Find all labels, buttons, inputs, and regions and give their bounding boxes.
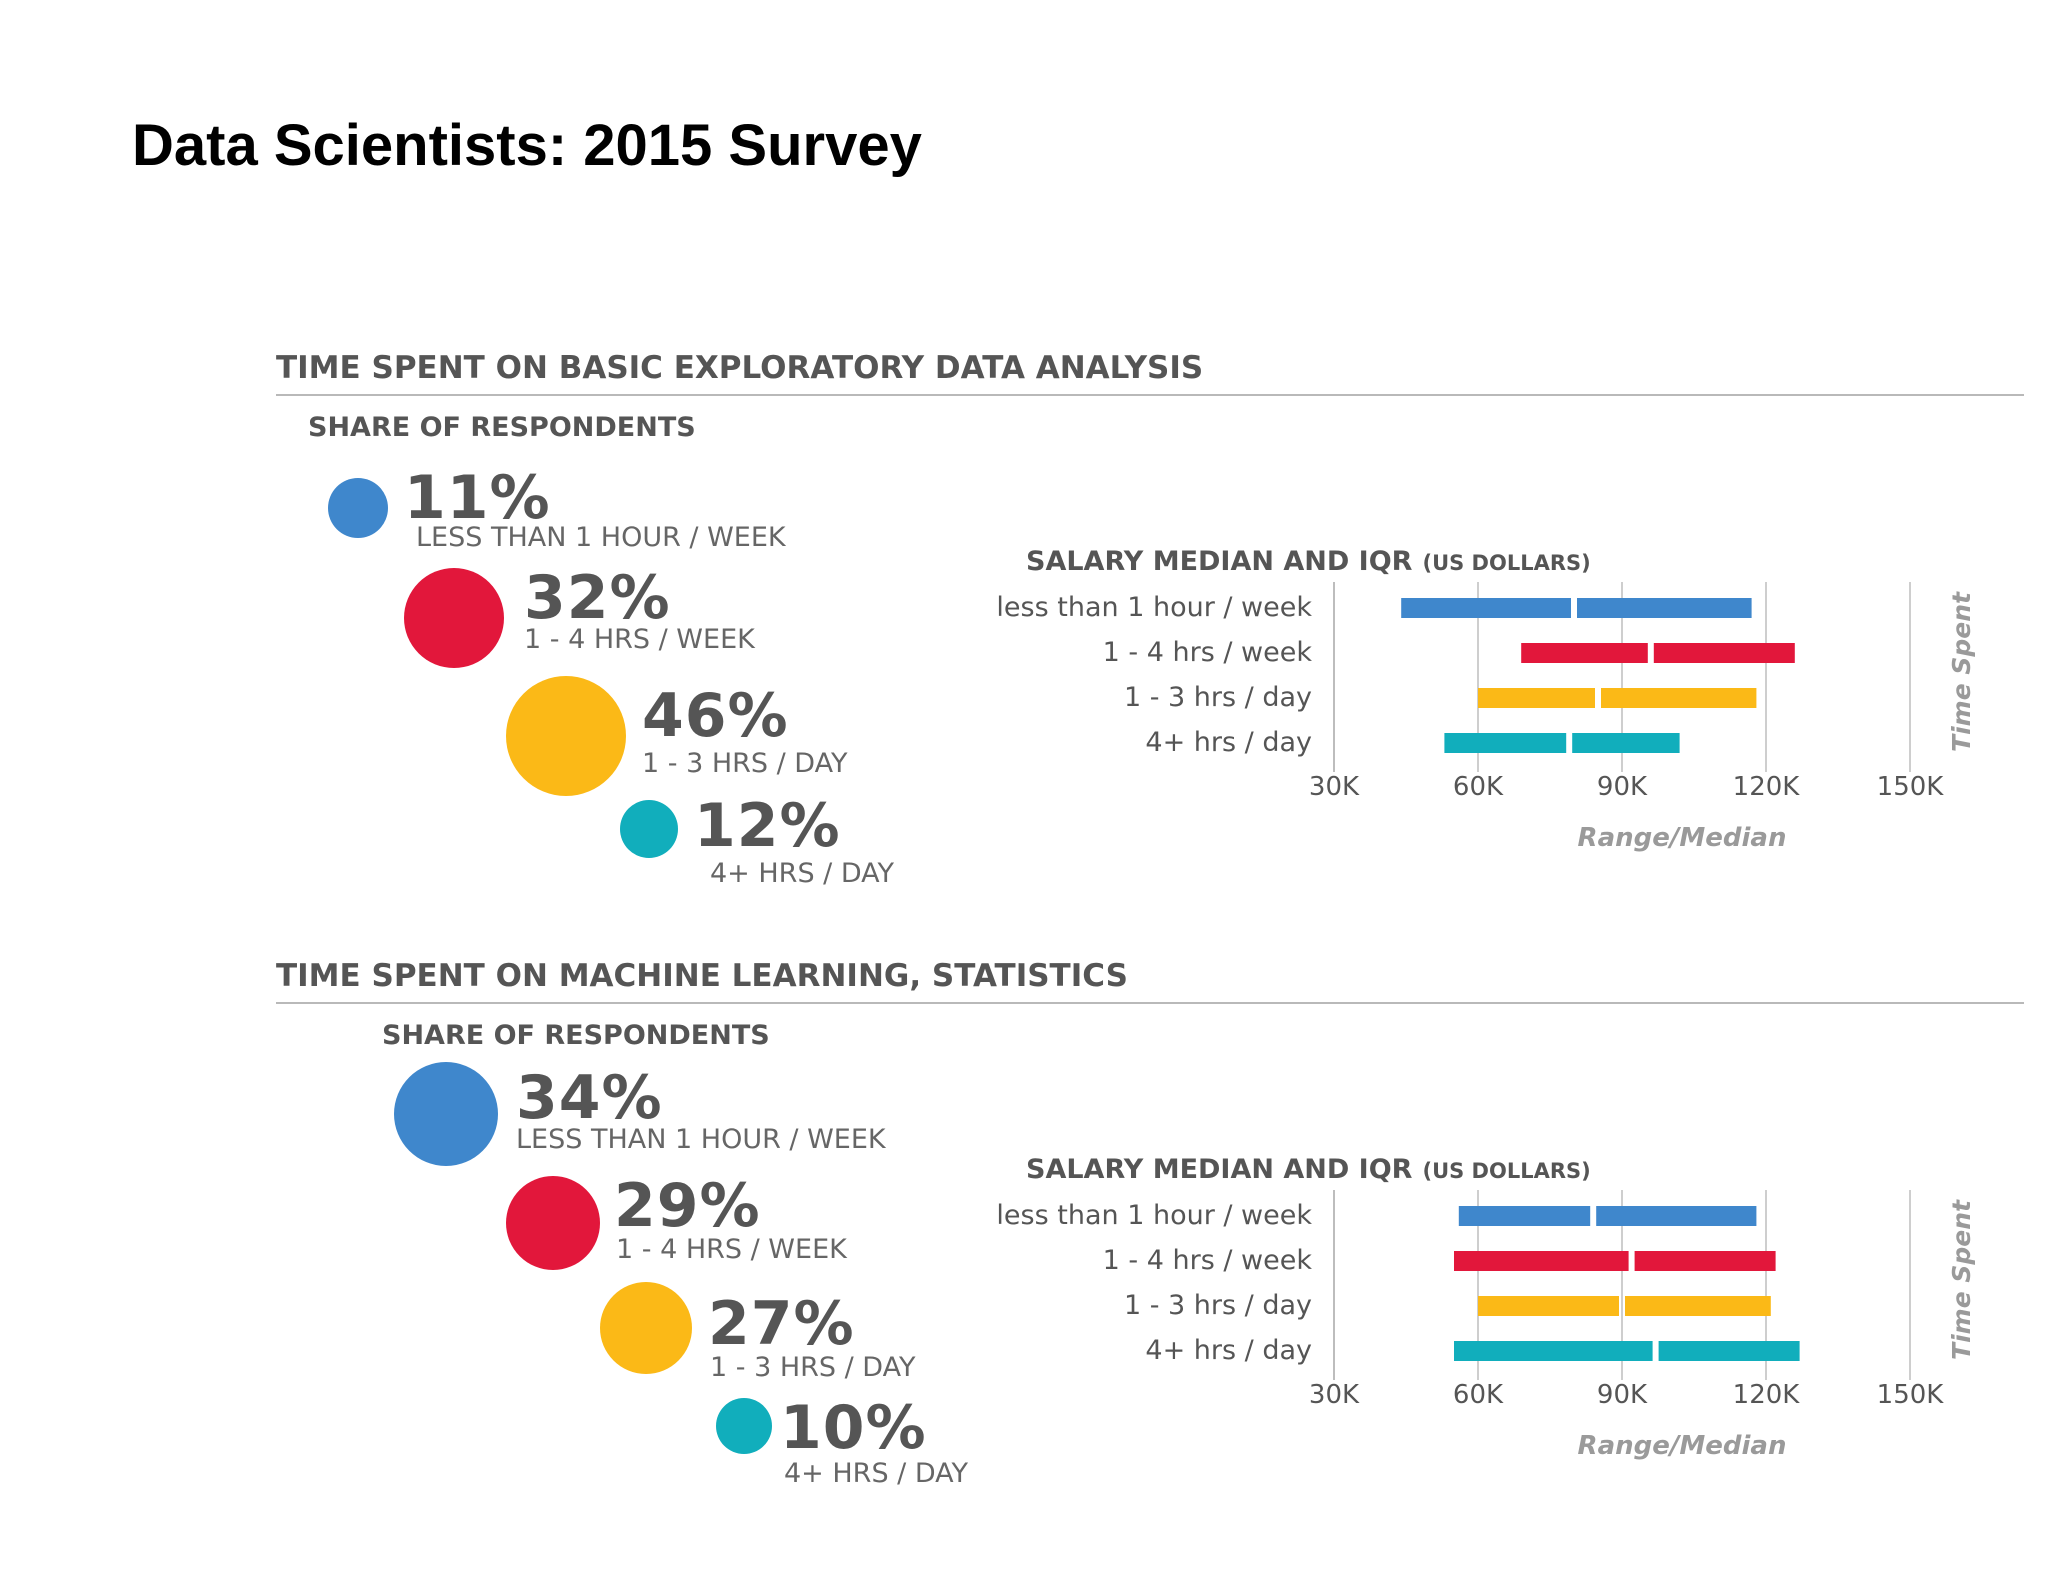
category-label: less than 1 hour / week <box>996 592 1312 623</box>
share-circle-4-hrs-day <box>620 800 678 858</box>
chart-title-main: SALARY MEDIAN AND IQR <box>1026 1154 1413 1185</box>
iqr-bar-lower <box>1478 1296 1619 1316</box>
share-label: 4+ HRS / DAY <box>710 858 895 889</box>
chart-title: SALARY MEDIAN AND IQR (US DOLLARS) <box>1026 546 1591 577</box>
chart-title: SALARY MEDIAN AND IQR (US DOLLARS) <box>1026 1154 1591 1185</box>
category-label: less than 1 hour / week <box>996 1200 1312 1231</box>
chart-title-unit: (US DOLLARS) <box>1422 551 1590 575</box>
share-percent: 29% <box>614 1171 761 1241</box>
share-circle-1-3-hrs-day <box>600 1282 692 1374</box>
salary-chart: SALARY MEDIAN AND IQR (US DOLLARS) 30K 60K 9… <box>996 1154 1976 1461</box>
share-circle-less-than-1-hour-week <box>394 1062 498 1166</box>
panel-title: TIME SPENT ON MACHINE LEARNING, STATISTI… <box>276 958 1128 994</box>
iqr-bar-lower <box>1458 1206 1591 1226</box>
iqr-bar-lower <box>1478 688 1595 708</box>
iqr-bar-lower <box>1401 598 1571 618</box>
y-axis-label: Time Spent <box>1947 591 1976 752</box>
iqr-bar-lower <box>1454 1251 1629 1271</box>
x-tick-label: 30K <box>1309 772 1360 802</box>
chart-title-main: SALARY MEDIAN AND IQR <box>1026 546 1413 577</box>
panel-machine-learning: TIME SPENT ON MACHINE LEARNING, STATISTI… <box>0 958 2048 1578</box>
x-axis-label: Range/Median <box>1578 1431 1787 1461</box>
share-percent: 32% <box>524 563 671 633</box>
iqr-bar-upper <box>1634 1251 1776 1271</box>
page-title: Data Scientists: 2015 Survey <box>132 113 922 178</box>
category-label: 4+ hrs / day <box>1145 1335 1312 1366</box>
share-label: 1 - 4 HRS / WEEK <box>616 1234 847 1265</box>
share-label: LESS THAN 1 HOUR / WEEK <box>516 1124 886 1155</box>
x-tick-label: 150K <box>1877 1380 1945 1410</box>
share-percent: 10% <box>780 1393 927 1463</box>
x-tick-label: 30K <box>1309 1380 1360 1410</box>
share-title: SHARE OF RESPONDENTS <box>308 412 696 443</box>
share-title: SHARE OF RESPONDENTS <box>382 1020 770 1051</box>
category-label: 1 - 4 hrs / week <box>1103 1245 1313 1276</box>
share-circle-4-hrs-day <box>716 1398 772 1454</box>
x-tick-label: 120K <box>1733 1380 1801 1410</box>
y-axis-label: Time Spent <box>1947 1199 1976 1360</box>
category-label: 1 - 3 hrs / day <box>1124 1290 1312 1321</box>
iqr-bar-upper <box>1572 733 1680 753</box>
category-label: 1 - 3 hrs / day <box>1124 682 1312 713</box>
x-tick-label: 120K <box>1733 772 1801 802</box>
panel-title: TIME SPENT ON BASIC EXPLORATORY DATA ANA… <box>276 350 1204 386</box>
share-label: 1 - 3 HRS / DAY <box>710 1352 916 1383</box>
category-label: 4+ hrs / day <box>1145 727 1312 758</box>
x-axis-label: Range/Median <box>1578 823 1787 853</box>
category-label: 1 - 4 hrs / week <box>1103 637 1313 668</box>
share-percent: 34% <box>516 1063 663 1133</box>
chart-title-unit: (US DOLLARS) <box>1422 1159 1590 1183</box>
x-tick-label: 60K <box>1453 1380 1504 1410</box>
panel-divider <box>276 394 2024 396</box>
salary-chart: SALARY MEDIAN AND IQR (US DOLLARS) 30K 60K 9… <box>996 546 1976 853</box>
panel-exploratory: TIME SPENT ON BASIC EXPLORATORY DATA ANA… <box>0 350 2048 970</box>
iqr-bar-lower <box>1454 1341 1653 1361</box>
share-circle-1-4-hrs-week <box>506 1176 600 1270</box>
x-tick-label: 60K <box>1453 772 1504 802</box>
iqr-bar-lower <box>1521 643 1648 663</box>
iqr-bar-upper <box>1577 598 1752 618</box>
share-circle-less-than-1-hour-week <box>328 478 388 538</box>
iqr-bar-upper <box>1653 643 1795 663</box>
share-percent: 12% <box>694 791 841 861</box>
x-tick-label: 150K <box>1877 772 1945 802</box>
panel-divider <box>276 1002 2024 1004</box>
share-label: LESS THAN 1 HOUR / WEEK <box>416 522 786 553</box>
iqr-bar-upper <box>1658 1341 1800 1361</box>
share-circle-1-3-hrs-day <box>506 676 626 796</box>
share-circle-1-4-hrs-week <box>404 568 504 668</box>
share-percent: 11% <box>404 463 551 533</box>
share-label: 4+ HRS / DAY <box>784 1458 969 1489</box>
iqr-bar-upper <box>1601 688 1757 708</box>
iqr-bar-upper <box>1596 1206 1757 1226</box>
share-percent: 46% <box>642 681 789 751</box>
share-label: 1 - 3 HRS / DAY <box>642 748 848 779</box>
share-label: 1 - 4 HRS / WEEK <box>524 624 755 655</box>
iqr-bar-lower <box>1444 733 1567 753</box>
iqr-bar-upper <box>1625 1296 1771 1316</box>
x-tick-label: 90K <box>1597 772 1648 802</box>
x-tick-label: 90K <box>1597 1380 1648 1410</box>
share-percent: 27% <box>708 1289 855 1359</box>
